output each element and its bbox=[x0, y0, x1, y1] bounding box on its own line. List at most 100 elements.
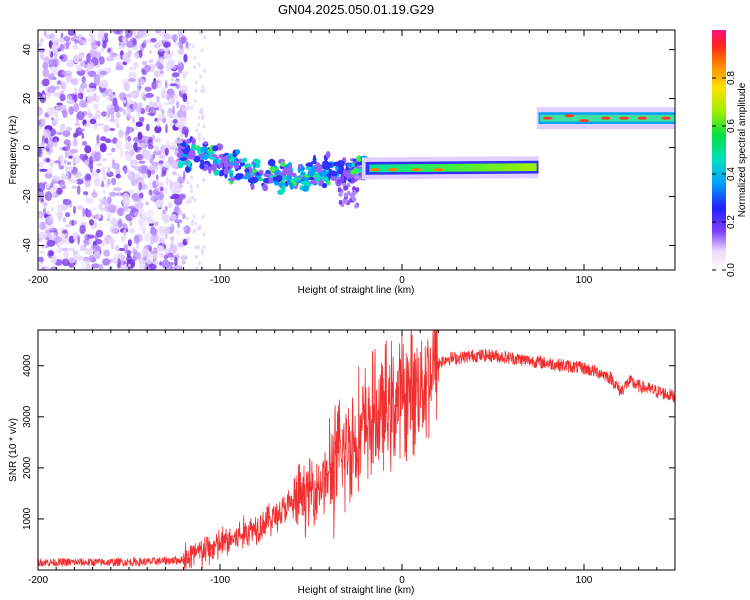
ridge-blob bbox=[351, 196, 356, 201]
ridge-blob bbox=[178, 146, 186, 150]
noise-blob bbox=[115, 167, 121, 176]
ridge-blob bbox=[188, 156, 195, 160]
noise-blob bbox=[90, 214, 95, 218]
noise-blob bbox=[81, 76, 86, 84]
noise-blob bbox=[62, 109, 68, 119]
noise-blob bbox=[52, 69, 55, 75]
noise-blob bbox=[103, 249, 110, 257]
noise-blob bbox=[143, 64, 151, 73]
x-tick-label: 0 bbox=[399, 575, 405, 586]
noise-blob bbox=[136, 30, 146, 38]
noise-blob bbox=[171, 141, 177, 149]
noise-blob bbox=[202, 232, 206, 237]
noise-blob bbox=[158, 160, 164, 164]
noise-blob bbox=[167, 88, 175, 99]
noise-blob bbox=[174, 140, 183, 144]
noise-blob bbox=[38, 106, 43, 116]
noise-blob bbox=[202, 177, 206, 182]
noise-blob bbox=[112, 30, 121, 35]
ridge-blob bbox=[262, 183, 268, 192]
colorbar-tick-label: 0.0 bbox=[726, 263, 737, 277]
noise-blob bbox=[141, 173, 149, 179]
noise-blob bbox=[165, 123, 168, 134]
noise-blob bbox=[183, 53, 188, 63]
noise-blob bbox=[102, 40, 107, 49]
noise-blob bbox=[59, 125, 65, 133]
noise-blob bbox=[163, 33, 171, 40]
noise-blob bbox=[195, 80, 198, 85]
noise-blob bbox=[184, 131, 188, 138]
noise-blob bbox=[75, 250, 79, 255]
noise-blob bbox=[171, 72, 180, 78]
noise-blob bbox=[115, 139, 123, 150]
noise-blob bbox=[120, 266, 127, 270]
ridge-blob bbox=[281, 185, 286, 193]
noise-blob bbox=[38, 125, 43, 130]
noise-blob bbox=[122, 223, 128, 229]
noise-blob bbox=[174, 219, 183, 224]
noise-blob bbox=[155, 30, 161, 34]
noise-blob bbox=[108, 50, 114, 57]
noise-blob bbox=[136, 146, 142, 151]
noise-blob bbox=[197, 136, 201, 141]
noise-blob bbox=[112, 97, 118, 107]
noise-blob bbox=[197, 261, 201, 266]
ridge-blob bbox=[342, 171, 351, 176]
noise-blob bbox=[160, 173, 165, 178]
noise-blob bbox=[105, 112, 109, 122]
noise-blob bbox=[187, 105, 190, 110]
ridge-peak bbox=[579, 119, 589, 123]
snr-series bbox=[38, 330, 675, 569]
ridge-blob bbox=[250, 176, 259, 184]
ridge-blob bbox=[218, 163, 223, 169]
noise-blob bbox=[95, 109, 102, 120]
noise-blob bbox=[92, 207, 96, 211]
noise-blob bbox=[127, 78, 137, 82]
noise-blob bbox=[75, 127, 83, 136]
y-tick-label: 3000 bbox=[22, 405, 33, 428]
noise-blob bbox=[118, 45, 123, 51]
noise-blob bbox=[72, 139, 78, 147]
noise-blob bbox=[88, 219, 95, 226]
noise-blob bbox=[136, 82, 142, 92]
noise-blob bbox=[113, 187, 122, 192]
ridge-blob bbox=[355, 187, 360, 193]
ridge-blob bbox=[340, 174, 345, 180]
y-axis-label: SNR (10 * v/v) bbox=[8, 418, 19, 482]
noise-blob bbox=[185, 200, 189, 205]
noise-blob bbox=[181, 226, 187, 232]
noise-blob bbox=[176, 100, 180, 109]
colorbar: 0.0 0.2 0.4 0.6 0.8 Normalized spectral ampl… bbox=[712, 30, 748, 277]
noise-blob bbox=[59, 165, 64, 170]
noise-blob bbox=[152, 134, 155, 140]
noise-blob bbox=[170, 213, 177, 221]
ridge-blob bbox=[234, 158, 237, 162]
noise-blob bbox=[79, 153, 85, 160]
noise-blob bbox=[169, 242, 174, 250]
noise-blob bbox=[79, 266, 89, 270]
noise-blob bbox=[66, 161, 72, 166]
noise-blob bbox=[60, 175, 68, 180]
snr-line bbox=[38, 330, 675, 569]
noise-blob bbox=[59, 55, 64, 60]
noise-blob bbox=[121, 212, 125, 217]
noise-blob bbox=[128, 263, 131, 268]
noise-blob bbox=[95, 229, 104, 238]
noise-blob bbox=[107, 213, 111, 219]
noise-blob bbox=[82, 141, 88, 146]
ridge-blob bbox=[212, 145, 219, 152]
noise-blob bbox=[61, 258, 70, 267]
noise-blob bbox=[40, 198, 45, 203]
noise-blob bbox=[182, 71, 187, 80]
noise-blob bbox=[88, 254, 96, 263]
noise-blob bbox=[203, 68, 206, 73]
ridge-blob bbox=[182, 141, 186, 145]
noise-blob bbox=[73, 205, 76, 215]
noise-blob bbox=[118, 92, 125, 101]
noise-blob bbox=[128, 71, 137, 79]
noise-blob bbox=[108, 107, 115, 115]
noise-blob bbox=[117, 247, 126, 252]
noise-blob bbox=[186, 238, 190, 243]
noise-blob bbox=[71, 180, 78, 184]
noise-blob bbox=[57, 246, 63, 253]
